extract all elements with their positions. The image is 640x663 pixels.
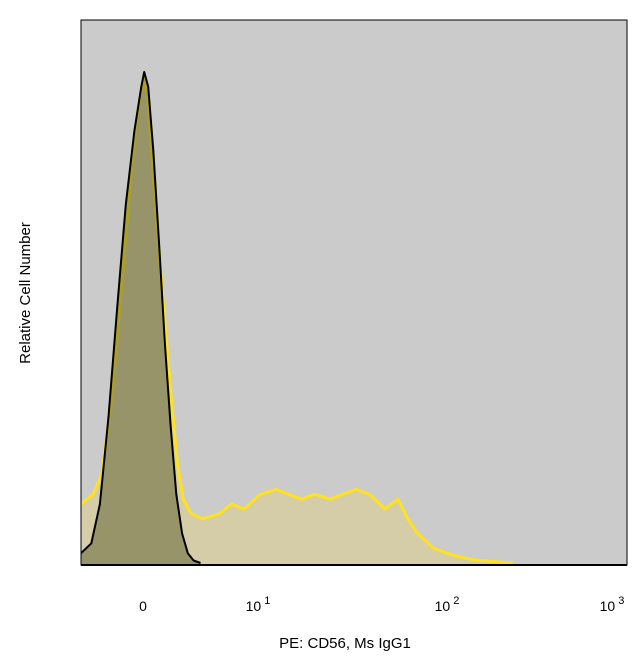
x-tick-label-3: 10 2	[435, 595, 460, 614]
x-tick-labels: 0 10 1 10 2 10 3	[139, 595, 624, 614]
series-layer	[80, 19, 628, 566]
histogram-fill-2	[81, 72, 201, 565]
x-axis-label: PE: CD56, Ms IgG1	[279, 635, 411, 652]
histogram-line-2	[80, 71, 201, 564]
y-axis-label: Relative Cell Number	[17, 222, 34, 364]
x-tick-label-4: 10 3	[600, 595, 625, 614]
x-tick-label-2: 10 1	[246, 595, 271, 614]
x-tick-label-1: 0	[139, 598, 147, 614]
